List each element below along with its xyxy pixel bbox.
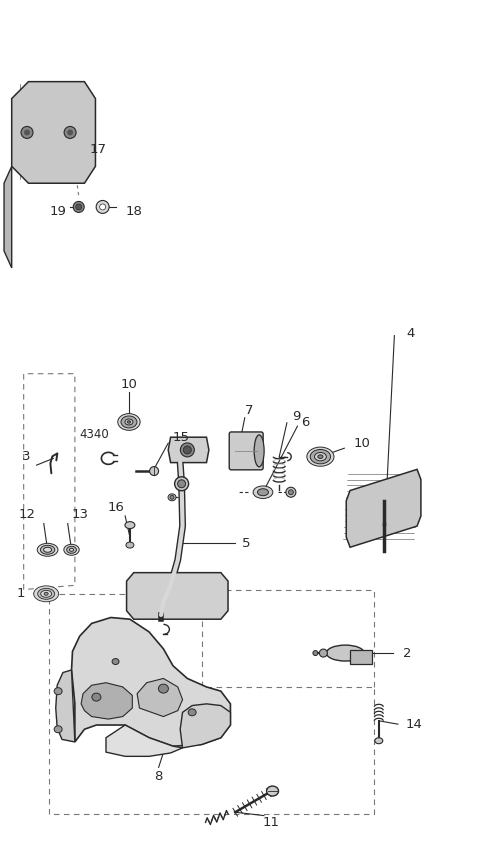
Text: 12: 12 xyxy=(18,508,35,520)
Ellipse shape xyxy=(125,521,135,529)
Text: 7: 7 xyxy=(245,403,254,417)
Ellipse shape xyxy=(96,200,109,213)
Ellipse shape xyxy=(21,127,33,138)
Ellipse shape xyxy=(54,688,62,694)
Ellipse shape xyxy=(92,693,101,701)
Ellipse shape xyxy=(326,645,364,661)
Text: 14: 14 xyxy=(405,717,422,731)
Text: 5: 5 xyxy=(242,537,251,549)
Ellipse shape xyxy=(314,453,326,461)
Text: 17: 17 xyxy=(89,143,106,156)
Ellipse shape xyxy=(24,129,30,136)
Ellipse shape xyxy=(168,494,176,501)
Ellipse shape xyxy=(126,542,134,548)
Polygon shape xyxy=(137,678,182,717)
Polygon shape xyxy=(127,572,228,619)
Polygon shape xyxy=(180,704,230,748)
Ellipse shape xyxy=(254,435,264,467)
Ellipse shape xyxy=(118,413,140,430)
Ellipse shape xyxy=(310,449,331,464)
Ellipse shape xyxy=(127,421,131,423)
Ellipse shape xyxy=(183,446,192,454)
Ellipse shape xyxy=(73,201,84,212)
Ellipse shape xyxy=(313,650,318,655)
Polygon shape xyxy=(72,617,230,746)
Text: 15: 15 xyxy=(173,430,190,444)
Ellipse shape xyxy=(180,443,194,457)
Text: 3: 3 xyxy=(22,450,30,464)
Text: 13: 13 xyxy=(72,508,88,520)
Ellipse shape xyxy=(175,477,189,491)
Polygon shape xyxy=(4,166,12,268)
FancyBboxPatch shape xyxy=(229,432,263,469)
Text: 16: 16 xyxy=(108,501,124,514)
Text: 4340: 4340 xyxy=(79,428,109,441)
Ellipse shape xyxy=(67,129,73,136)
Ellipse shape xyxy=(41,590,52,598)
Ellipse shape xyxy=(37,543,58,556)
Text: 8: 8 xyxy=(155,770,163,783)
Ellipse shape xyxy=(170,495,174,499)
Ellipse shape xyxy=(100,204,106,210)
Polygon shape xyxy=(12,82,96,183)
Ellipse shape xyxy=(38,588,55,599)
Ellipse shape xyxy=(253,486,273,498)
Text: 10: 10 xyxy=(120,378,137,391)
Ellipse shape xyxy=(319,649,327,657)
Polygon shape xyxy=(56,670,75,742)
FancyBboxPatch shape xyxy=(350,650,372,664)
Polygon shape xyxy=(81,683,132,719)
Ellipse shape xyxy=(257,489,268,496)
Text: 10: 10 xyxy=(354,436,371,450)
Text: 2: 2 xyxy=(403,647,411,660)
Ellipse shape xyxy=(70,548,73,551)
Ellipse shape xyxy=(318,455,323,458)
Ellipse shape xyxy=(40,545,55,554)
Ellipse shape xyxy=(158,684,168,693)
Ellipse shape xyxy=(44,593,48,595)
Ellipse shape xyxy=(150,467,158,475)
Ellipse shape xyxy=(375,738,383,744)
Ellipse shape xyxy=(76,204,82,210)
Text: 9: 9 xyxy=(292,409,300,423)
Ellipse shape xyxy=(44,548,51,553)
Ellipse shape xyxy=(54,726,62,733)
Ellipse shape xyxy=(34,586,59,602)
Ellipse shape xyxy=(307,447,334,466)
Ellipse shape xyxy=(286,487,296,498)
Ellipse shape xyxy=(178,480,186,487)
Ellipse shape xyxy=(67,546,76,554)
Text: 4: 4 xyxy=(407,327,415,340)
Text: 6: 6 xyxy=(301,416,310,430)
Ellipse shape xyxy=(288,490,293,495)
Ellipse shape xyxy=(188,709,196,716)
Text: 18: 18 xyxy=(125,205,142,217)
Ellipse shape xyxy=(125,419,133,425)
Polygon shape xyxy=(106,725,182,756)
Polygon shape xyxy=(346,469,421,548)
Text: 11: 11 xyxy=(263,816,280,829)
Ellipse shape xyxy=(64,127,76,138)
Text: 1: 1 xyxy=(16,588,24,600)
Ellipse shape xyxy=(112,659,119,665)
Ellipse shape xyxy=(266,786,278,796)
Ellipse shape xyxy=(121,416,137,428)
Text: 19: 19 xyxy=(50,205,67,217)
Ellipse shape xyxy=(64,544,79,555)
Polygon shape xyxy=(168,437,209,463)
